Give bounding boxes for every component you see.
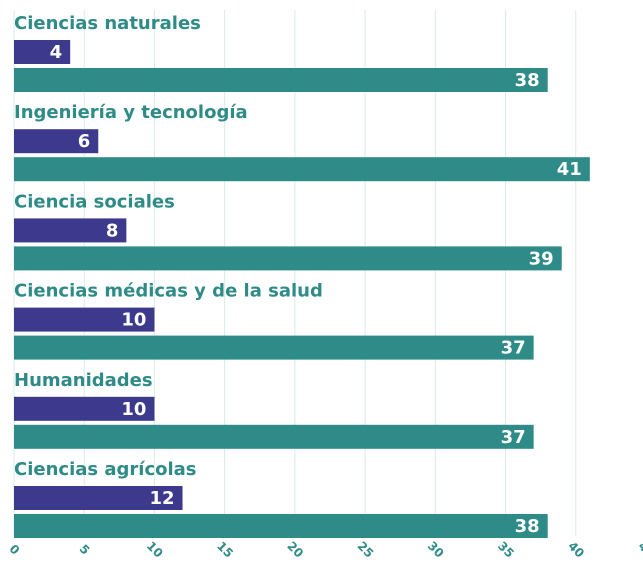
value-label: 39 [529,248,554,269]
x-tick-label: 45 [635,539,643,561]
value-label: 6 [78,131,91,152]
value-label: 10 [121,310,146,331]
value-label: 37 [501,427,526,448]
x-tick-label: 5 [77,542,93,558]
bar [14,424,534,449]
bar [14,335,534,360]
x-tick-label: 40 [565,539,587,561]
bar [14,396,155,421]
x-tick-label: 30 [425,539,447,561]
value-label: 41 [557,159,582,180]
value-label: 4 [50,42,63,63]
bar [14,40,71,64]
bar [14,514,548,538]
bar [14,246,562,271]
category-label: Humanidades [14,370,153,391]
category-label: Ciencias médicas y de la salud [14,281,323,302]
value-label: 10 [121,399,146,420]
bar [14,129,99,154]
x-tick-label: 35 [495,539,517,561]
value-label: 12 [149,488,174,509]
bar [14,307,155,332]
category-label: Ciencia sociales [14,191,175,212]
x-tick-label: 25 [355,539,377,561]
value-label: 38 [515,516,540,537]
bar [14,68,548,92]
x-tick-label: 20 [284,539,306,561]
category-label: Ingeniería y tecnología [14,102,248,123]
value-label: 8 [106,220,119,241]
x-tick-label: 0 [6,542,22,558]
x-tick-label: 15 [214,539,236,561]
value-label: 37 [501,338,526,359]
value-label: 38 [515,70,540,91]
bar [14,218,127,243]
category-label: Ciencias naturales [14,13,201,34]
bar [14,486,183,510]
category-label: Ciencias agrícolas [14,459,197,480]
x-tick-label: 10 [144,539,166,561]
bar [14,157,590,182]
